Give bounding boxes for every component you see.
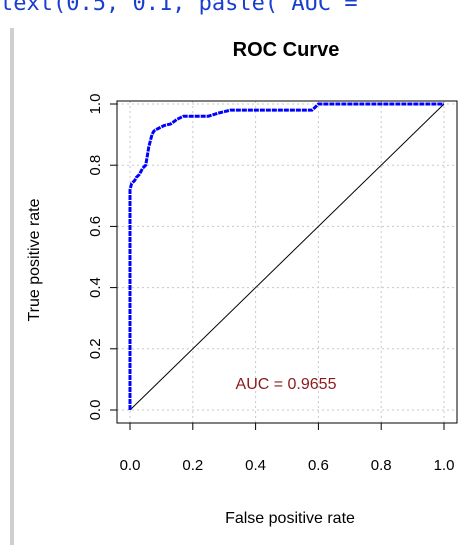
y-tick-label: 1.0	[87, 94, 104, 115]
roc-curve	[128, 102, 444, 410]
diagonal-line	[129, 103, 445, 411]
y-tick-label: 0.4	[87, 277, 104, 298]
y-axis-label: True positive rate	[26, 198, 43, 321]
y-tick-label: 0.2	[87, 338, 104, 359]
plot-frame	[116, 100, 458, 424]
y-tick-label: 0.8	[87, 155, 104, 176]
auc-annotation: AUC = 0.9655	[236, 376, 337, 393]
x-axis: 0.0 0.2 0.4 0.6 0.8 1.0	[120, 422, 455, 474]
code-snippet: text(0.5, 0.1, paste("AUC =	[0, 0, 371, 16]
y-axis: 0.0 0.2 0.4 0.6 0.8 1.0	[87, 94, 118, 421]
y-tick-label: 0.6	[87, 216, 104, 237]
x-tick-label: 0.6	[308, 457, 329, 474]
x-tick-label: 0.4	[245, 457, 266, 474]
x-tick-label: 0.8	[371, 457, 392, 474]
chart-title: ROC Curve	[233, 39, 340, 61]
y-tick-label: 0.0	[87, 400, 104, 421]
x-tick-label: 1.0	[434, 457, 455, 474]
x-axis-label: False positive rate	[225, 510, 355, 527]
panel-border	[10, 28, 14, 545]
series-layer	[128, 102, 445, 411]
x-tick-label: 0.0	[120, 457, 141, 474]
x-tick-label: 0.2	[182, 457, 203, 474]
grid-lines	[117, 101, 457, 423]
